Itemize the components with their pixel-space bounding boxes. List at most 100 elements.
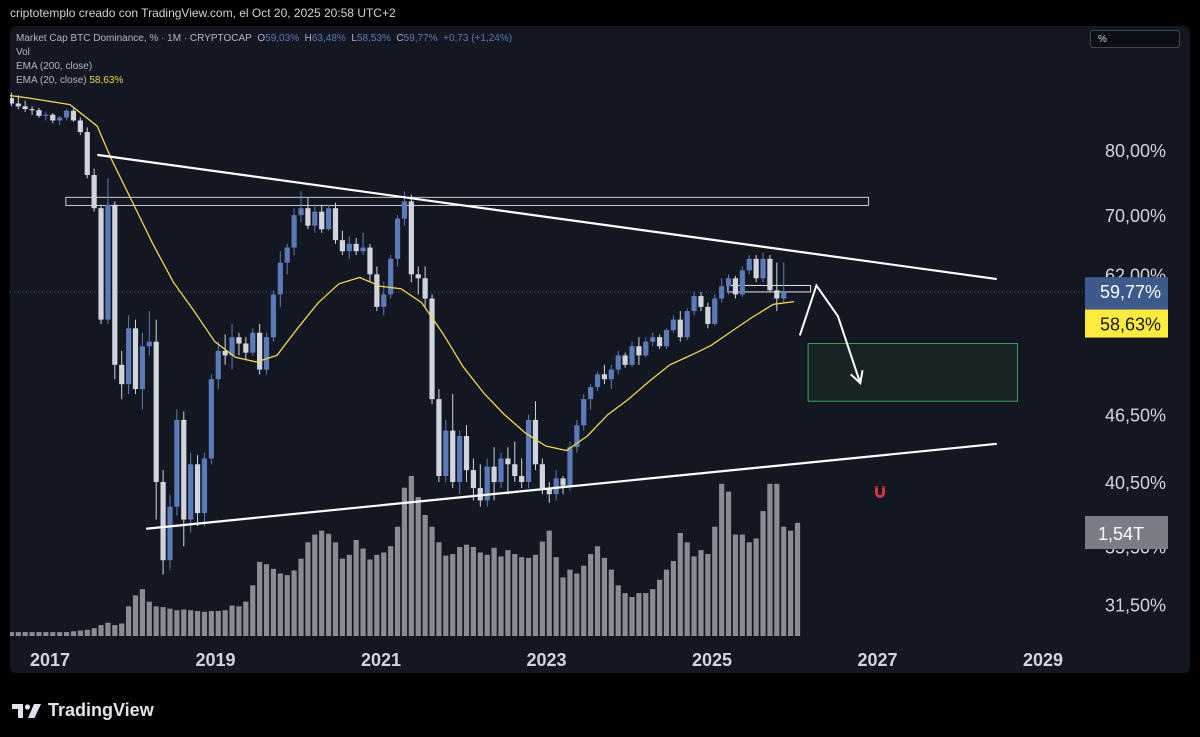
ema20-line-layer bbox=[10, 94, 795, 452]
ema20-badge-value: 58,63% bbox=[1100, 315, 1161, 335]
volume-bar bbox=[277, 573, 283, 636]
volume-bar bbox=[319, 530, 325, 636]
legend-symbol[interactable]: Market Cap BTC Dominance, % · 1M · CRYPT… bbox=[16, 33, 252, 44]
candle-body bbox=[457, 436, 463, 482]
legend-volume-row[interactable]: Vol bbox=[16, 46, 512, 60]
volume-bar bbox=[194, 611, 201, 636]
legend-ema20-row[interactable]: EMA (20, close) 58,63% bbox=[16, 74, 512, 88]
volume-bar bbox=[739, 534, 745, 636]
legend-ema200-row[interactable]: EMA (200, close) bbox=[16, 60, 512, 74]
candle-body bbox=[698, 296, 704, 307]
candle-body bbox=[298, 208, 304, 216]
volume-bar bbox=[415, 497, 421, 636]
candle-body bbox=[98, 208, 104, 320]
candle-body bbox=[394, 218, 401, 259]
time-axis[interactable]: 2017 2019 2021 2023 2025 2027 2029 bbox=[30, 650, 1063, 670]
legend-high-value: 63,48% bbox=[311, 33, 346, 44]
candle-body bbox=[477, 488, 483, 501]
volume-bar bbox=[581, 565, 587, 636]
volume-bar bbox=[463, 544, 470, 636]
candle-body bbox=[312, 211, 318, 226]
candle-body bbox=[305, 208, 311, 226]
candle-body bbox=[70, 110, 77, 121]
volume-bar bbox=[160, 607, 166, 636]
volume-bar bbox=[360, 548, 366, 636]
volume-bar bbox=[208, 611, 214, 636]
candle-body bbox=[174, 419, 180, 507]
volume-bar bbox=[388, 546, 394, 636]
volume-bar bbox=[512, 554, 518, 636]
chart-caption: criptotemplo creado con TradingView.com,… bbox=[10, 6, 396, 20]
legend-ema200-label: EMA (200, close) bbox=[16, 61, 93, 72]
unit-selector[interactable]: % bbox=[1090, 30, 1180, 48]
candle-body bbox=[229, 337, 235, 356]
candle-body bbox=[491, 466, 497, 482]
candle-body bbox=[236, 337, 242, 344]
candle-body bbox=[615, 355, 621, 370]
tradingview-logo[interactable]: TradingView bbox=[12, 700, 154, 721]
candle-body bbox=[422, 278, 428, 299]
y-tick-label: 80,00% bbox=[1105, 141, 1166, 161]
candle-body bbox=[643, 341, 649, 356]
volume-bar bbox=[284, 575, 290, 636]
volume-bar bbox=[643, 593, 649, 636]
volume-bar bbox=[525, 557, 532, 636]
volume-bar bbox=[781, 526, 787, 636]
legend-main-row: Market Cap BTC Dominance, % · 1M · CRYPT… bbox=[16, 32, 512, 46]
volume-bar bbox=[629, 596, 635, 636]
candle-body bbox=[732, 278, 739, 295]
candle-body bbox=[284, 247, 290, 263]
magnet-icon[interactable] bbox=[872, 484, 888, 500]
volume-bar bbox=[270, 568, 277, 636]
drawing-lines bbox=[97, 153, 997, 530]
legend-close-value: 59,77% bbox=[403, 33, 438, 44]
candle-body bbox=[84, 132, 90, 176]
candle-body bbox=[160, 482, 166, 561]
candle-body bbox=[753, 258, 759, 279]
candle-body bbox=[105, 204, 111, 320]
candle-body bbox=[443, 430, 449, 477]
candle-body bbox=[374, 274, 380, 307]
chart-panel[interactable]: 80,00%70,00%62,00%46,50%40,50%35,50%31,5… bbox=[10, 26, 1190, 673]
candle-body bbox=[243, 343, 249, 353]
projection-arrow bbox=[798, 283, 862, 384]
candle-body bbox=[263, 337, 270, 370]
volume-bar bbox=[491, 547, 497, 636]
volume-bar bbox=[298, 558, 304, 636]
volume-bar bbox=[553, 557, 559, 636]
candle-body bbox=[512, 464, 518, 477]
volume-bar bbox=[560, 577, 566, 636]
candle-body bbox=[146, 341, 152, 347]
volume-bar bbox=[374, 554, 380, 636]
volume-bar bbox=[650, 589, 656, 636]
candle-body bbox=[532, 419, 539, 465]
volume-bar bbox=[505, 550, 511, 636]
volume-bar bbox=[608, 569, 614, 636]
volume-bar bbox=[43, 632, 49, 636]
candle-body bbox=[622, 355, 628, 365]
candle-body bbox=[91, 175, 97, 209]
volume-bar bbox=[663, 569, 670, 636]
price-chart[interactable]: 80,00%70,00%62,00%46,50%40,50%35,50%31,5… bbox=[10, 26, 1190, 673]
candle-body bbox=[677, 319, 683, 338]
volume-bar bbox=[677, 532, 683, 636]
volume-bar bbox=[615, 585, 621, 636]
volume-bar bbox=[250, 585, 256, 636]
volume-bar bbox=[705, 554, 711, 636]
candle-body bbox=[436, 399, 442, 477]
candle-body bbox=[339, 240, 345, 252]
candle-body bbox=[353, 243, 359, 252]
candle-body bbox=[594, 374, 601, 388]
legend-change: +0,73 (+1,24%) bbox=[443, 33, 513, 44]
candle-body bbox=[705, 306, 711, 324]
candle-body bbox=[553, 478, 559, 495]
volume-bar bbox=[401, 487, 408, 636]
volume-bar bbox=[201, 611, 208, 636]
drawing-zones bbox=[65, 196, 1018, 402]
volume-bar bbox=[567, 569, 573, 636]
volume-bar bbox=[63, 632, 70, 636]
candle-body bbox=[167, 506, 173, 561]
volume-bar bbox=[91, 628, 97, 636]
volume-bar bbox=[139, 589, 146, 636]
candle-body bbox=[367, 247, 373, 275]
